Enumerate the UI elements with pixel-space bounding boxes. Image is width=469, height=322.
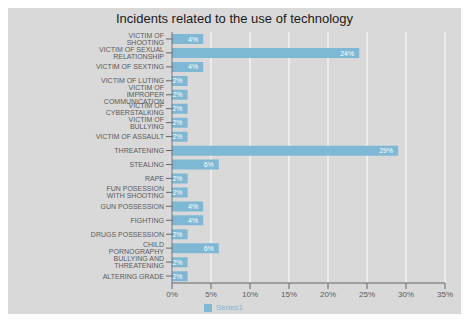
svg-text:CHILDPORNOGRAPHY: CHILDPORNOGRAPHY	[109, 241, 165, 255]
svg-text:29%: 29%	[379, 147, 393, 154]
svg-text:2%: 2%	[172, 91, 182, 98]
svg-text:BULLYING ANDTHREATENING: BULLYING ANDTHREATENING	[114, 255, 164, 269]
svg-text:2%: 2%	[172, 133, 182, 140]
svg-text:2%: 2%	[172, 77, 182, 84]
svg-text:4%: 4%	[188, 36, 198, 43]
svg-text:FIGHTING: FIGHTING	[131, 217, 164, 224]
svg-text:2%: 2%	[172, 273, 182, 280]
svg-text:DRUGS POSSESSION: DRUGS POSSESSION	[91, 231, 164, 238]
svg-text:15%: 15%	[281, 290, 297, 299]
svg-text:4%: 4%	[188, 217, 198, 224]
svg-text:30%: 30%	[398, 290, 414, 299]
svg-text:VICTIM OFCYBERSTALKING: VICTIM OFCYBERSTALKING	[106, 102, 164, 116]
svg-text:ALTERING GRADE: ALTERING GRADE	[103, 273, 165, 280]
svg-text:4%: 4%	[188, 63, 198, 70]
svg-text:24%: 24%	[340, 50, 354, 57]
svg-text:2%: 2%	[172, 259, 182, 266]
svg-text:VICTIM OF SEXUALRELATIONSHIP: VICTIM OF SEXUALRELATIONSHIP	[99, 46, 164, 60]
svg-text:0%: 0%	[166, 290, 178, 299]
svg-text:35%: 35%	[437, 290, 453, 299]
svg-text:20%: 20%	[320, 290, 336, 299]
svg-text:RAPE: RAPE	[145, 175, 164, 182]
svg-text:6%: 6%	[204, 245, 214, 252]
svg-text:THREATENING: THREATENING	[114, 147, 164, 154]
svg-text:2%: 2%	[172, 105, 182, 112]
svg-text:25%: 25%	[359, 290, 375, 299]
svg-text:2%: 2%	[172, 175, 182, 182]
svg-text:4%: 4%	[188, 203, 198, 210]
svg-text:2%: 2%	[172, 189, 182, 196]
svg-text:STEALING: STEALING	[129, 161, 164, 168]
svg-text:GUN POSSESSION: GUN POSSESSION	[101, 203, 164, 210]
svg-text:6%: 6%	[204, 161, 214, 168]
svg-text:VICTIM OF SEXTING: VICTIM OF SEXTING	[96, 63, 164, 70]
svg-text:VICTIM OF LUTING: VICTIM OF LUTING	[101, 77, 164, 84]
svg-text:5%: 5%	[205, 290, 217, 299]
svg-text:10%: 10%	[242, 290, 258, 299]
svg-text:2%: 2%	[172, 231, 182, 238]
svg-text:VICTIM OFBULLYING: VICTIM OFBULLYING	[129, 116, 164, 130]
svg-text:FUN POSESSIONWITH SHOOTING: FUN POSESSIONWITH SHOOTING	[106, 185, 164, 199]
svg-text:2%: 2%	[172, 119, 182, 126]
svg-text:VICTIM OFSHOOTING: VICTIM OFSHOOTING	[127, 32, 164, 46]
svg-text:VICTIM OF ASSAULT: VICTIM OF ASSAULT	[96, 133, 165, 140]
